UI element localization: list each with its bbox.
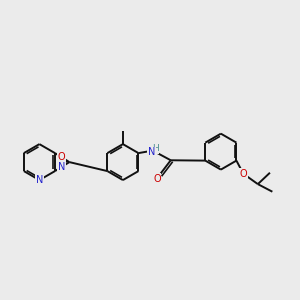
Text: N: N	[148, 147, 155, 157]
Text: O: O	[153, 174, 161, 184]
Text: O: O	[58, 152, 65, 162]
Text: O: O	[239, 169, 247, 179]
Text: H: H	[152, 144, 159, 153]
Text: N: N	[58, 162, 65, 172]
Text: N: N	[36, 175, 43, 185]
